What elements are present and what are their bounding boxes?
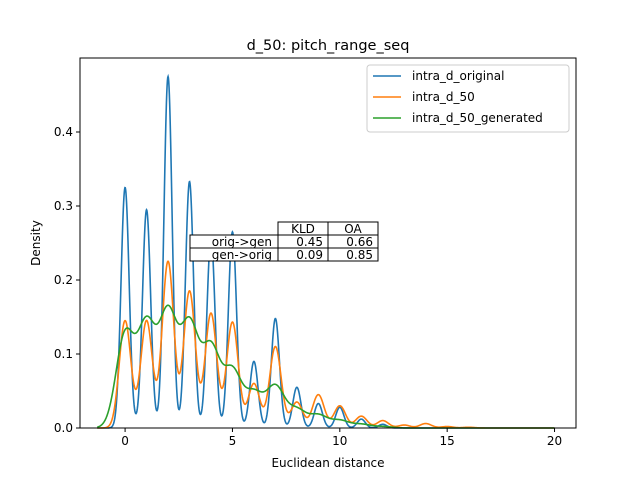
x-tick-label: 0: [121, 434, 129, 448]
y-tick-label: 0.3: [54, 199, 73, 213]
y-tick-label: 0.4: [54, 125, 73, 139]
y-axis-label: Density: [29, 220, 43, 266]
table-cell-value: 0.85: [346, 248, 373, 262]
x-tick-label: 5: [229, 434, 237, 448]
x-axis-label: Euclidean distance: [271, 456, 384, 470]
table-cell-value: 0.09: [296, 248, 323, 262]
table-row-label: orig->gen: [212, 235, 272, 249]
x-tick-label: 15: [440, 434, 455, 448]
legend: intra_d_original intra_d_50 intra_d_50_g…: [366, 64, 570, 133]
table-cell: [327, 247, 379, 262]
x-tick-label: 20: [547, 434, 562, 448]
table-cell-value: 0.45: [296, 235, 323, 249]
y-tick-label: 0.0: [54, 421, 73, 435]
x-axis: 0 5 10 15 20: [121, 428, 562, 448]
y-axis: 0.0 0.1 0.2 0.3 0.4: [54, 125, 80, 435]
x-tick-label: 10: [332, 434, 347, 448]
y-tick-label: 0.1: [54, 347, 73, 361]
chart-title: d_50: pitch_range_seq: [247, 38, 410, 54]
legend-label: intra_d_original: [412, 69, 504, 83]
table-header-kld: KLD: [291, 222, 315, 236]
plot-frame: [79, 57, 577, 429]
legend-box: [366, 64, 570, 133]
table-header-oa: OA: [344, 222, 362, 236]
table-cell-value: 0.66: [346, 235, 373, 249]
legend-label: intra_d_50_generated: [412, 111, 543, 125]
legend-label: intra_d_50: [412, 90, 475, 104]
table-row-label: gen->orig: [212, 248, 272, 262]
stats-table: KLD OA orig->gen 0.45 0.66 gen->orig 0.0…: [189, 221, 379, 262]
y-tick-label: 0.2: [54, 273, 73, 287]
